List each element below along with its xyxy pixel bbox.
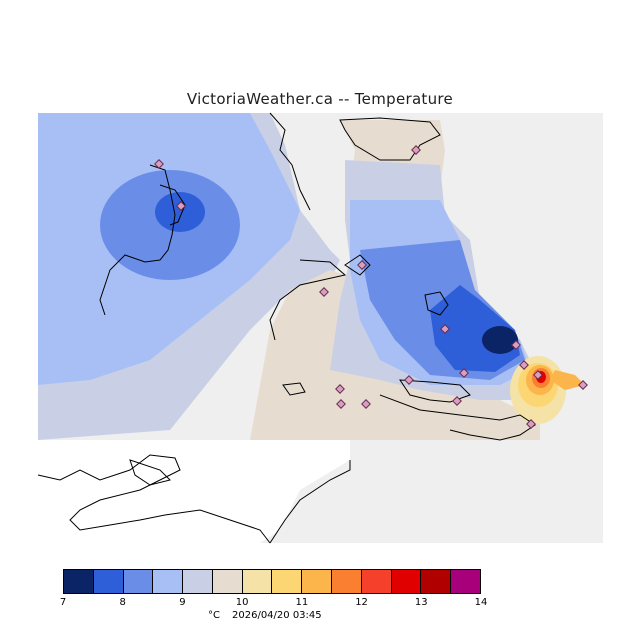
station-marker <box>511 340 521 350</box>
no-data-area <box>38 440 350 543</box>
legend-tick-label: 10 <box>235 597 249 608</box>
station-marker <box>336 399 346 409</box>
legend-tick-label: 7 <box>59 597 67 608</box>
station-marker <box>452 396 462 406</box>
legend-swatch <box>212 570 243 593</box>
legend-swatch <box>302 570 333 593</box>
legend-swatch <box>183 570 213 593</box>
legend-unit: °C <box>208 610 220 621</box>
station-marker <box>459 368 469 378</box>
legend-tick-label: 8 <box>119 597 126 608</box>
legend-tick-label: 13 <box>414 597 428 608</box>
legend-swatch <box>93 570 124 593</box>
station-marker <box>404 375 414 385</box>
legend-tick-label: 14 <box>474 597 488 608</box>
legend-swatch <box>242 570 273 593</box>
legend-swatch <box>391 570 422 593</box>
station-marker <box>578 380 588 390</box>
temperature-legend-bar <box>63 569 481 594</box>
contour-7-east <box>482 326 518 354</box>
station-marker <box>533 370 543 380</box>
station-marker <box>411 145 421 155</box>
legend-tick-label: 9 <box>179 597 186 608</box>
legend-swatch <box>421 570 452 593</box>
legend-tick-label: 11 <box>295 597 309 608</box>
legend-swatch <box>153 570 184 593</box>
legend-swatch <box>332 570 362 593</box>
contour-7-8-west-center <box>155 192 205 232</box>
station-marker <box>440 324 450 334</box>
weather-stations <box>154 145 588 429</box>
contour-11-peninsula <box>550 370 585 390</box>
coastlines <box>37 112 536 544</box>
station-marker <box>176 201 186 211</box>
station-marker <box>335 384 345 394</box>
legend-swatch <box>123 570 154 593</box>
station-marker <box>526 419 536 429</box>
station-marker <box>519 360 529 370</box>
legend-swatch <box>451 570 480 593</box>
timestamp: 2026/04/20 03:45 <box>232 610 322 621</box>
station-marker <box>319 287 329 297</box>
station-marker <box>357 260 367 270</box>
legend-tick-label: 12 <box>355 597 368 608</box>
station-marker <box>361 399 371 409</box>
map-title: VictoriaWeather.ca -- Temperature <box>186 90 454 108</box>
station-marker <box>154 159 164 169</box>
legend-swatch <box>64 570 94 593</box>
legend-swatch <box>361 570 392 593</box>
legend-swatch <box>272 570 303 593</box>
